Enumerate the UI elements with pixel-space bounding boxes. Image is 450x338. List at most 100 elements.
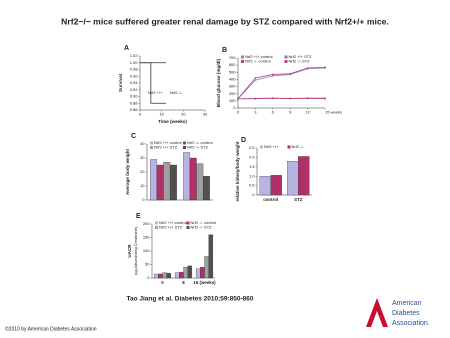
y-tick-label: 40 (140, 141, 145, 146)
legend-label: Nrf2 -/- control (245, 59, 271, 64)
series-point (289, 97, 292, 100)
legend-label: Nrf2 +/+ (264, 144, 279, 149)
bar (298, 156, 310, 196)
x-tick-label: control (263, 197, 278, 202)
y-tick-label: 0.96 (130, 73, 139, 78)
bar (204, 256, 209, 279)
y-tick-label: 200 (143, 221, 150, 226)
logo-text: Association. (392, 320, 430, 327)
panel-label: E (136, 213, 141, 220)
legend-swatch (284, 55, 288, 59)
y-tick-label: 0 (147, 275, 150, 280)
copyright: ©2010 by American Diabetes Association (5, 325, 97, 332)
y-axis-label: UACR (127, 244, 132, 258)
logo-mark (366, 298, 388, 327)
series-point (306, 67, 309, 69)
bar (202, 176, 210, 201)
y-tick-label: 50 (145, 262, 150, 267)
y-tick-label: 1.02 (130, 53, 139, 58)
x-tick-label: 30 (203, 112, 208, 117)
x-tick-label: 20 (181, 112, 186, 117)
x-tick-label: 0 (237, 110, 240, 115)
y-tick-label: 30 (140, 155, 145, 160)
series-point (271, 97, 274, 100)
bar (208, 234, 214, 279)
y-tick-label: 0 (233, 105, 236, 110)
bar (166, 272, 172, 279)
x-tick-label: 0 (139, 112, 142, 117)
logo: American Diabetes Association. (366, 298, 430, 327)
y-axis-label: Blood glucose (mg/dl) (216, 58, 221, 107)
bar (162, 272, 167, 279)
legend-swatch (183, 141, 186, 145)
x-tick-label: 8 (182, 280, 185, 285)
y-tick-label: 0.90 (130, 94, 139, 99)
y-tick-label: 0 (252, 192, 255, 197)
bar (259, 176, 271, 196)
series-point (271, 74, 274, 77)
legend-swatch (241, 60, 244, 63)
y-tick-label: 400 (229, 76, 236, 81)
legend-swatch (241, 55, 244, 59)
legend-swatch (183, 146, 186, 149)
panel-label: C (131, 133, 136, 140)
x-tick-label: 3 (254, 110, 257, 115)
y-tick-label: 100 (143, 248, 150, 253)
legend-label: Nrf2 -/- (170, 90, 183, 95)
legend-label: Nrf2 +/+ STZ (289, 54, 313, 59)
bar (195, 268, 201, 279)
series-line (140, 62, 166, 104)
bar (156, 164, 164, 201)
series-line (237, 97, 326, 100)
legend-label: Nrf2 -/- control (187, 140, 213, 145)
y-tick-label: 0.88 (130, 100, 139, 105)
y-tick-label: 10 (140, 183, 145, 188)
legend-swatch (186, 221, 190, 225)
legend-label: Nrf2 +/+ control (245, 54, 273, 59)
y-tick-label: 100 (229, 98, 236, 103)
series-point (254, 77, 257, 79)
y-tick-label: 2.0 (249, 154, 255, 159)
legend-swatch (155, 221, 158, 225)
y-tick-label: 20 (140, 169, 145, 174)
legend-swatch (150, 141, 153, 145)
series-point (254, 97, 257, 100)
y-tick-label: 0.5 (249, 183, 255, 188)
legend-label: Nrf2 -/- STZ (187, 145, 209, 150)
y-tick-label: 300 (229, 84, 236, 89)
series-point (306, 97, 309, 100)
legend-label: Nrf2 -/- control (191, 220, 217, 225)
bar (183, 152, 191, 201)
y-tick-label: 700 (229, 55, 236, 60)
logo-text: American (392, 300, 422, 307)
series-line (237, 66, 326, 99)
series-point (237, 97, 239, 100)
legend-label: Nrf2 +/+ control (154, 140, 182, 145)
bar (169, 164, 177, 201)
y-tick-label: 0.98 (130, 67, 139, 72)
y-tick-label: 600 (229, 62, 236, 67)
bar (174, 272, 180, 279)
y-tick-label: 0 (142, 197, 145, 202)
bar (270, 175, 282, 196)
legend-swatch (284, 60, 288, 63)
bar (189, 157, 197, 201)
legend-label: Nrf2 -/- (292, 144, 305, 149)
panel-label: B (222, 47, 227, 54)
y-axis-label: relative kidney/body weight (235, 141, 240, 201)
y-tick-label: 0.86 (130, 107, 139, 112)
legend-label: Nrf2 +/+ STZ (154, 145, 178, 150)
bar (179, 271, 184, 279)
y-tick-label: 1.00 (130, 60, 139, 65)
bar (200, 267, 205, 279)
series-point (324, 97, 326, 100)
y-tick-label: 1.0 (249, 173, 255, 178)
series-point (254, 79, 257, 82)
legend-swatch (186, 226, 190, 229)
y-axis-label: (ug Albumin/mg Creatinine) (133, 226, 138, 275)
y-tick-label: 2.5 (249, 145, 255, 150)
bar (150, 159, 158, 201)
citation: Tao Jiang et al. Diabetes 2010;59:850-86… (126, 296, 253, 303)
bar (196, 163, 204, 201)
